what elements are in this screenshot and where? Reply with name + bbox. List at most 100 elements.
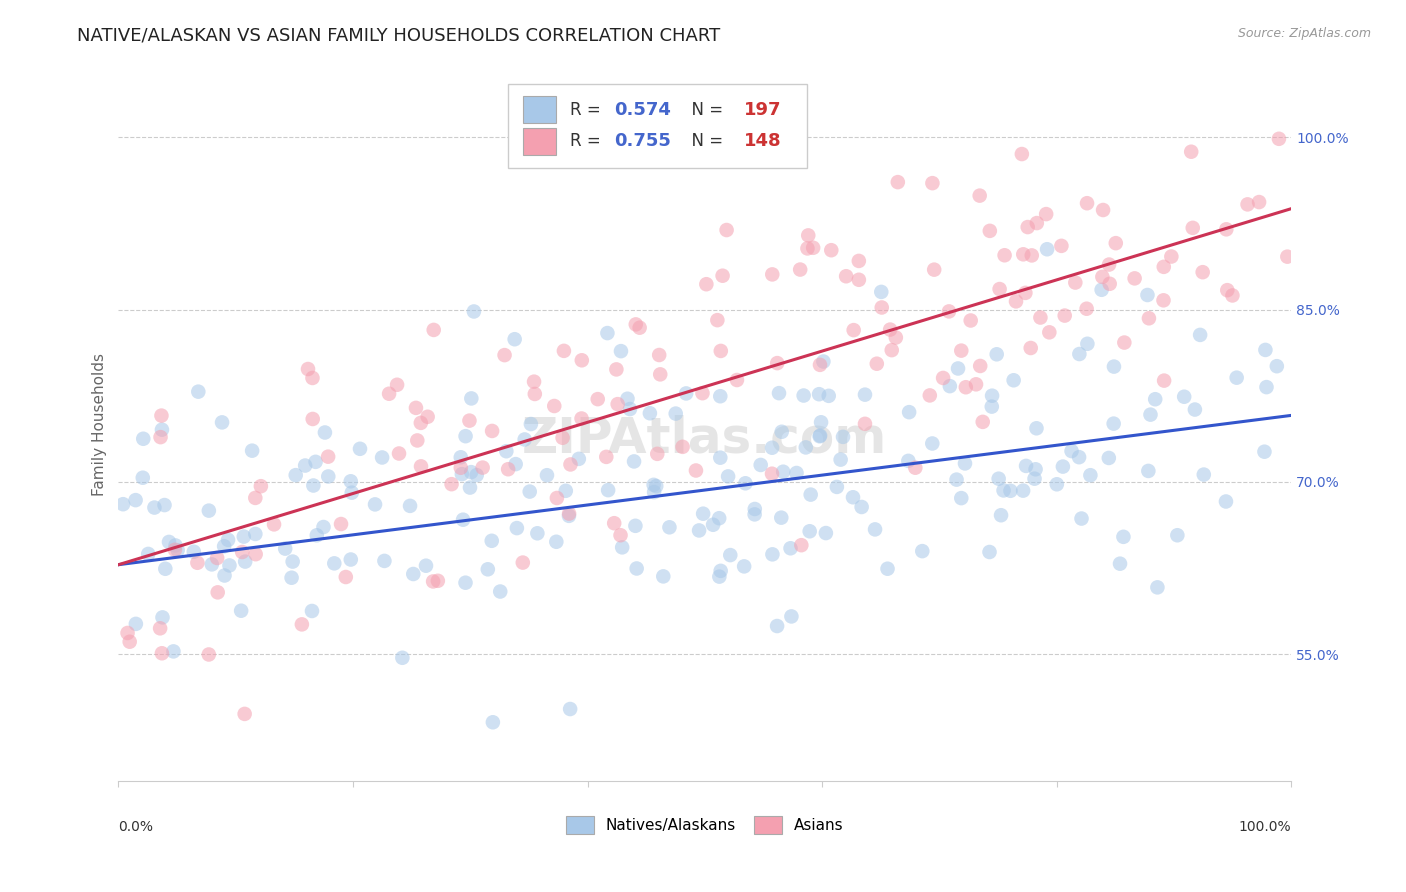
FancyBboxPatch shape <box>523 128 555 154</box>
Point <box>790 538 813 552</box>
Point <box>922 262 945 277</box>
Point <box>339 552 361 566</box>
Point <box>1014 285 1036 300</box>
Point <box>986 347 1008 361</box>
Point <box>863 522 886 536</box>
Point <box>312 520 335 534</box>
Point <box>1076 336 1098 351</box>
Point <box>1025 216 1047 230</box>
Point <box>1102 417 1125 431</box>
Point <box>981 389 1004 403</box>
Point <box>125 616 148 631</box>
Point <box>1184 402 1206 417</box>
Point <box>314 425 336 440</box>
Point <box>519 484 541 499</box>
Point <box>1253 444 1275 458</box>
Point <box>761 268 783 282</box>
Point <box>458 481 481 495</box>
Point <box>603 516 626 531</box>
Point <box>1091 269 1114 284</box>
Point <box>1012 483 1035 498</box>
Point <box>870 285 893 299</box>
Point <box>301 412 323 426</box>
Point <box>734 476 756 491</box>
Point <box>1005 294 1028 309</box>
Point <box>477 562 499 576</box>
Point <box>650 368 672 382</box>
Point <box>339 475 361 489</box>
Point <box>725 373 748 387</box>
Point <box>624 518 647 533</box>
Point <box>1025 421 1047 435</box>
Point <box>371 450 394 465</box>
Point <box>624 318 647 332</box>
Point <box>980 400 1002 414</box>
Point <box>558 508 581 523</box>
Point <box>451 513 474 527</box>
Point <box>245 547 267 561</box>
Point <box>405 401 427 415</box>
Point <box>523 375 546 389</box>
Text: 100.0%: 100.0% <box>1239 820 1291 834</box>
Point <box>898 405 921 419</box>
Point <box>793 388 815 402</box>
Point <box>1091 283 1114 297</box>
Point <box>153 498 176 512</box>
Point <box>481 533 503 548</box>
Point <box>1035 207 1057 221</box>
Point <box>1144 392 1167 407</box>
Point <box>207 585 229 599</box>
Point <box>866 357 889 371</box>
Point <box>619 402 641 417</box>
Point <box>183 545 205 559</box>
Point <box>1215 494 1237 508</box>
Point <box>1166 528 1188 542</box>
Point <box>546 534 568 549</box>
Point <box>799 524 821 539</box>
Point <box>460 392 482 406</box>
Point <box>512 556 534 570</box>
Text: R =: R = <box>569 101 606 119</box>
Point <box>709 389 731 403</box>
Point <box>808 429 831 443</box>
Point <box>416 409 439 424</box>
Point <box>939 379 962 393</box>
Point <box>281 555 304 569</box>
Point <box>1019 341 1042 355</box>
Point <box>709 511 731 525</box>
Point <box>1050 239 1073 253</box>
Point <box>1098 450 1121 465</box>
Point <box>422 323 444 337</box>
Text: 148: 148 <box>744 132 782 150</box>
Point <box>779 541 801 556</box>
Point <box>711 268 734 283</box>
Point <box>665 407 688 421</box>
Point <box>643 478 665 492</box>
Text: R =: R = <box>569 132 606 150</box>
Point <box>626 561 648 575</box>
Point <box>709 569 731 583</box>
Point <box>1249 195 1271 210</box>
Point <box>702 517 724 532</box>
Point <box>409 459 432 474</box>
Point <box>506 521 529 535</box>
Point <box>554 483 576 498</box>
Point <box>1052 459 1074 474</box>
Point <box>993 483 1015 498</box>
Point <box>1181 220 1204 235</box>
Point <box>205 551 228 566</box>
Point <box>988 282 1011 296</box>
Point <box>609 528 631 542</box>
Point <box>808 428 831 442</box>
Point <box>921 176 943 190</box>
Point <box>1021 248 1043 262</box>
Point <box>1153 293 1175 308</box>
Point <box>543 399 565 413</box>
Point <box>770 510 793 524</box>
Point <box>1053 309 1076 323</box>
Point <box>155 562 177 576</box>
Point <box>232 530 254 544</box>
Point <box>884 330 907 344</box>
Point <box>340 485 363 500</box>
Point <box>373 554 395 568</box>
